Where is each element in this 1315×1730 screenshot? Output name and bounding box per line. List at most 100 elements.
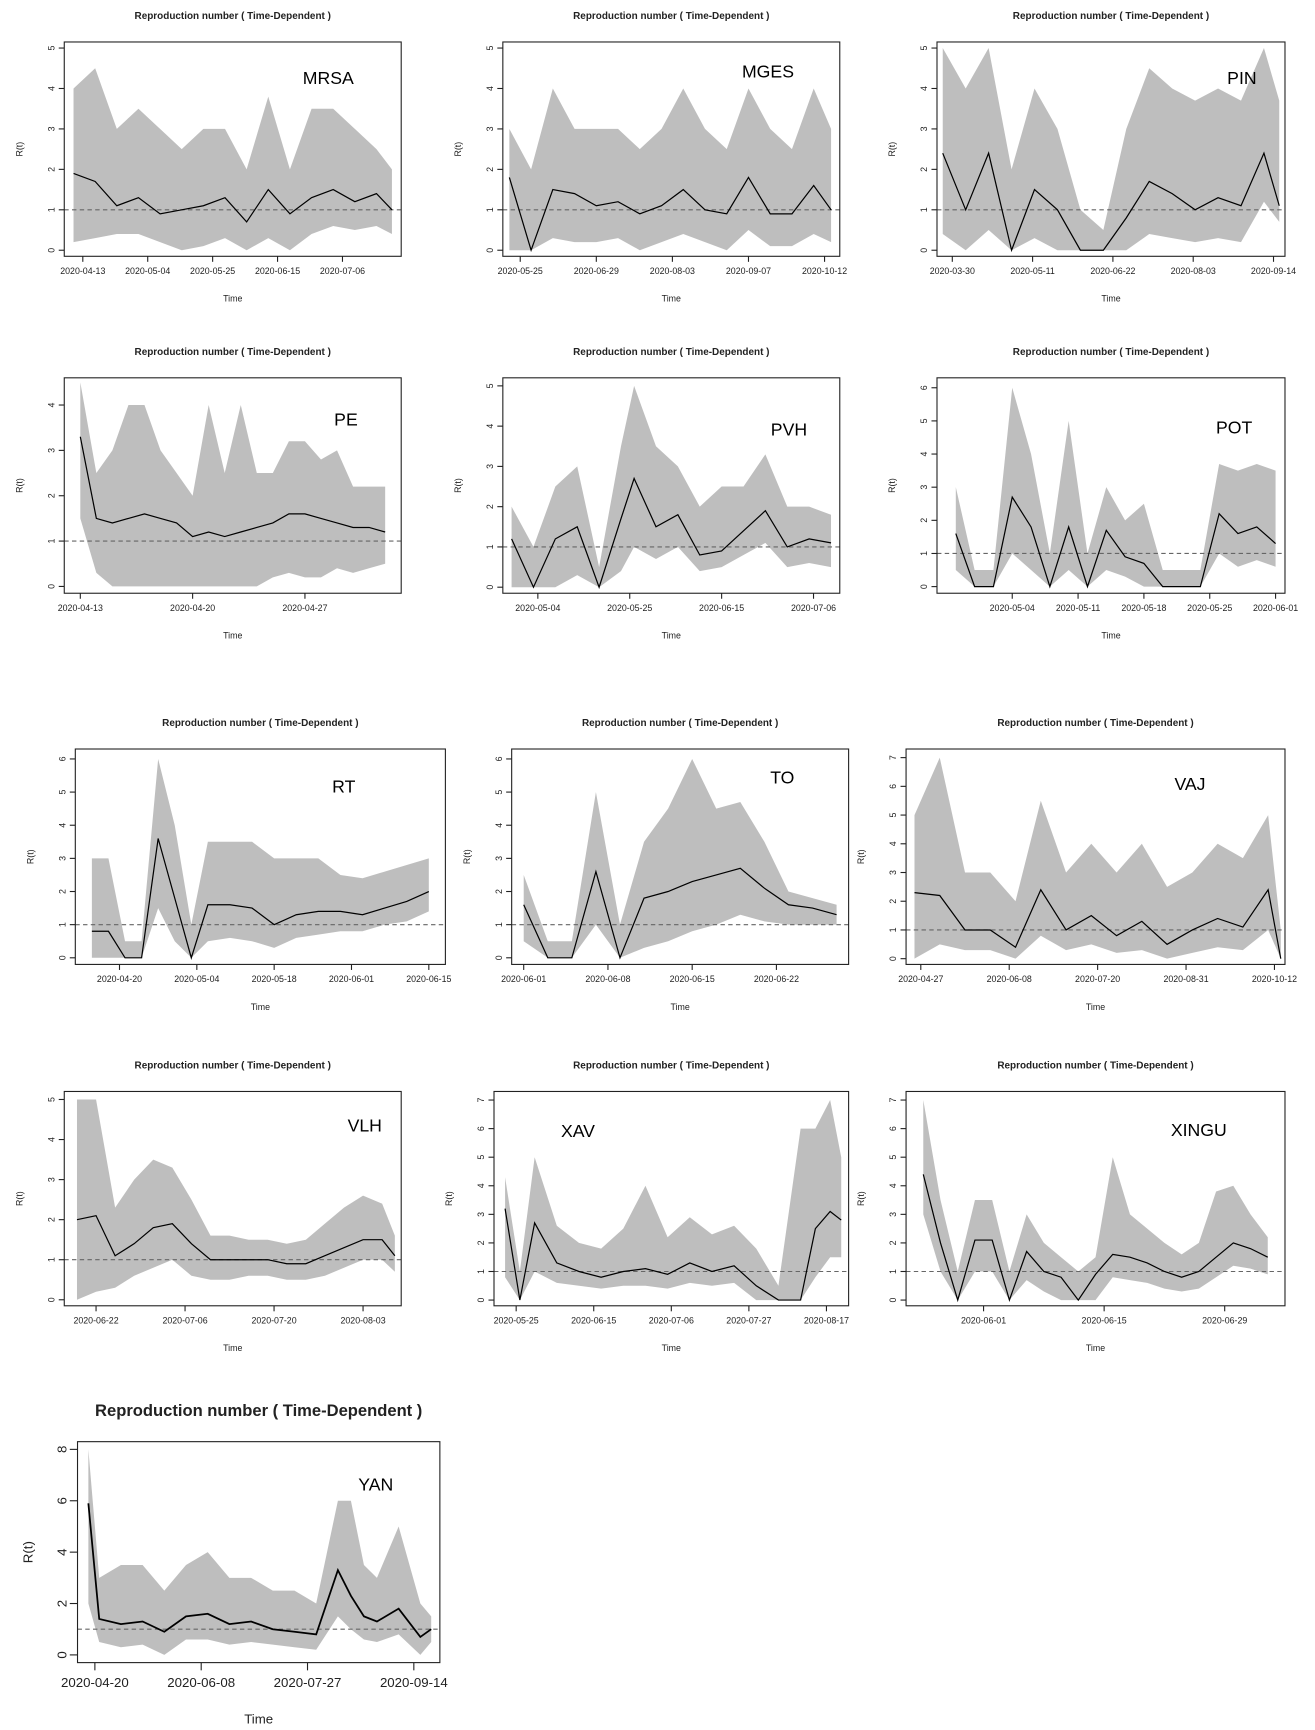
panel: Reproduction number ( Time-Dependent ) 0 1… — [14, 11, 402, 304]
x-tick-label: 2020-04-27 — [282, 603, 327, 613]
panel-label: PIN — [1227, 68, 1256, 88]
y-tick-label: 5 — [46, 46, 56, 51]
y-tick-label: 5 — [485, 46, 495, 51]
y-tick-label: 1 — [919, 551, 929, 556]
y-tick-label: 4 — [476, 1183, 486, 1188]
x-tick-label: 2020-05-04 — [174, 974, 219, 984]
y-tick-label: 0 — [919, 584, 929, 589]
y-tick-label: 6 — [888, 784, 898, 789]
x-tick-label: 2020-06-01 — [1253, 603, 1298, 613]
x-axis-label: Time — [244, 1712, 273, 1727]
panel-title: Reproduction number ( Time-Dependent ) — [162, 718, 358, 729]
x-tick-label: 2020-05-25 — [498, 266, 543, 276]
y-tick-label: 5 — [46, 1097, 56, 1102]
x-tick-label: 2020-05-11 — [1056, 603, 1101, 613]
x-tick-label: 2020-04-20 — [97, 974, 142, 984]
x-tick-label: 2020-04-13 — [60, 266, 105, 276]
panel-title: Reproduction number ( Time-Dependent ) — [135, 1061, 331, 1072]
x-axis-label: Time — [670, 1002, 689, 1012]
y-axis-label: R(t) — [453, 142, 463, 157]
r-line — [523, 867, 837, 960]
panel: Reproduction number ( Time-Dependent ) 0 1… — [14, 1061, 402, 1353]
y-tick-label: 7 — [476, 1098, 486, 1103]
x-tick-label: 2020-05-04 — [515, 603, 560, 613]
y-tick-label: 2 — [46, 167, 56, 172]
x-tick-label: 2020-08-17 — [804, 1316, 849, 1326]
panel-label: PE — [334, 410, 358, 430]
panel: Reproduction number ( Time-Dependent ) 0 1… — [25, 718, 451, 1012]
y-tick-label: 4 — [494, 823, 504, 828]
panel-title: Reproduction number ( Time-Dependent ) — [95, 1401, 422, 1420]
x-tick-label: 2020-04-13 — [58, 603, 103, 613]
confidence-band — [923, 1100, 1268, 1301]
y-axis-label: R(t) — [20, 1541, 35, 1563]
x-tick-label: 2020-07-27 — [274, 1675, 342, 1690]
y-tick-label: 1 — [919, 207, 929, 212]
x-tick-label: 2020-05-18 — [1121, 603, 1166, 613]
y-tick-label: 4 — [57, 823, 67, 828]
r-line — [91, 838, 430, 960]
x-tick-label: 2020-07-06 — [320, 266, 365, 276]
y-tick-label: 8 — [55, 1446, 70, 1453]
x-tick-label: 2020-03-30 — [930, 266, 975, 276]
x-tick-label: 2020-05-25 — [190, 266, 235, 276]
x-tick-label: 2020-06-08 — [585, 974, 630, 984]
y-axis-label: R(t) — [887, 142, 897, 157]
panel-label: PVH — [771, 420, 807, 440]
x-tick-label: 2020-06-22 — [73, 1316, 118, 1326]
y-tick-label: 0 — [494, 955, 504, 960]
x-tick-label: 2020-08-03 — [1171, 266, 1216, 276]
x-tick-label: 2020-06-15 — [255, 266, 300, 276]
x-tick-label: 2020-04-27 — [898, 974, 943, 984]
r-line — [955, 495, 1276, 589]
y-tick-label: 0 — [46, 248, 56, 253]
x-tick-label: 2020-09-14 — [380, 1675, 448, 1690]
x-tick-label: 2020-05-25 — [1187, 603, 1232, 613]
panel: Reproduction number ( Time-Dependent ) 0 1… — [14, 347, 402, 641]
x-tick-label: 2020-06-15 — [699, 603, 744, 613]
y-tick-label: 1 — [46, 1257, 56, 1262]
plot-frame — [63, 1090, 402, 1307]
y-tick-label: 0 — [485, 248, 495, 253]
y-tick-label: 2 — [888, 1240, 898, 1245]
y-tick-label: 1 — [485, 544, 495, 549]
plot-frame — [905, 1090, 1286, 1307]
y-tick-label: 0 — [46, 584, 56, 589]
y-tick-label: 0 — [55, 1651, 70, 1658]
panel: Reproduction number ( Time-Dependent ) 0 1… — [887, 11, 1296, 304]
confidence-band — [505, 1100, 842, 1301]
y-tick-label: 0 — [919, 248, 929, 253]
x-axis-label: Time — [662, 631, 681, 641]
confidence-band — [511, 385, 832, 588]
y-tick-label: 2 — [57, 889, 67, 894]
x-tick-label: 2020-07-06 — [791, 603, 836, 613]
plot-frame — [502, 377, 841, 594]
panel-title: Reproduction number ( Time-Dependent ) — [573, 1061, 769, 1072]
y-tick-label: 1 — [57, 922, 67, 927]
x-axis-label: Time — [1101, 294, 1120, 304]
r-line — [79, 436, 386, 538]
y-tick-label: 1 — [888, 1269, 898, 1274]
confidence-band — [523, 758, 837, 958]
y-tick-label: 1 — [485, 207, 495, 212]
plot-frame — [511, 748, 850, 965]
r-line — [508, 176, 832, 253]
x-axis-label: Time — [1101, 631, 1120, 641]
panel-title: Reproduction number ( Time-Dependent ) — [1013, 347, 1209, 358]
y-tick-label: 4 — [888, 841, 898, 846]
x-tick-label: 2020-09-07 — [726, 266, 771, 276]
panel: Reproduction number ( Time-Dependent ) 0 1… — [856, 1061, 1286, 1353]
r-line — [504, 1208, 842, 1301]
plot-frame — [936, 41, 1286, 257]
y-tick-label: 6 — [55, 1497, 70, 1504]
y-tick-label: 1 — [888, 927, 898, 932]
panel: Reproduction number ( Time-Dependent ) 0 2… — [20, 1401, 447, 1726]
confidence-band — [509, 88, 832, 251]
x-tick-label: 2020-06-08 — [987, 974, 1032, 984]
y-tick-label: 5 — [485, 383, 495, 388]
y-tick-label: 1 — [46, 207, 56, 212]
panel: Reproduction number ( Time-Dependent ) 0 1… — [462, 718, 850, 1012]
y-tick-label: 0 — [888, 956, 898, 961]
y-tick-label: 6 — [476, 1126, 486, 1131]
panel-label: MRSA — [303, 68, 354, 88]
